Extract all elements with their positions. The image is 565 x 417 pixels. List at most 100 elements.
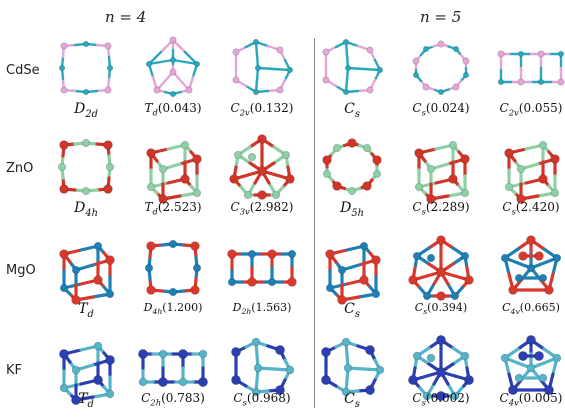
atom: [275, 385, 285, 395]
atom: [414, 182, 424, 192]
atom: [347, 138, 357, 148]
cluster-mgo-3: [227, 249, 297, 287]
atom: [146, 148, 156, 158]
cluster-kf-6: [500, 335, 562, 395]
atom: [526, 335, 536, 345]
atom: [93, 375, 103, 385]
atom: [408, 375, 418, 385]
atom: [169, 56, 177, 64]
atom: [452, 83, 460, 91]
atom: [372, 155, 382, 165]
atom: [146, 182, 156, 192]
cluster-cdse-3: [232, 38, 294, 96]
atom: [518, 251, 528, 261]
cluster-kf-5: [408, 335, 474, 401]
atom: [198, 377, 208, 387]
atom: [231, 375, 241, 385]
bond: [147, 50, 163, 66]
atom: [322, 169, 332, 179]
atom: [271, 190, 281, 200]
atom: [422, 45, 430, 53]
atom: [190, 241, 200, 251]
atom: [343, 363, 353, 373]
atom: [138, 377, 148, 387]
atom: [251, 387, 261, 397]
atom: [504, 148, 514, 158]
atom: [365, 345, 375, 355]
atom: [514, 273, 524, 283]
cluster-zno-4: [322, 138, 382, 196]
atom: [337, 295, 347, 305]
atom: [267, 277, 277, 287]
cluster-kf-1: [59, 341, 115, 405]
atom: [436, 291, 446, 301]
atom: [247, 152, 257, 162]
atom: [193, 60, 201, 68]
atom: [508, 285, 518, 295]
atom: [158, 349, 168, 359]
atom: [178, 349, 188, 359]
atom: [71, 295, 81, 305]
atom: [180, 174, 190, 184]
cluster-cdse-5: [412, 40, 470, 96]
cluster-mgo-4: [325, 241, 381, 305]
header-n4: n = 4: [105, 8, 147, 26]
caption-cdse-1: D2d: [74, 101, 98, 120]
atom: [325, 283, 335, 293]
caption-zno-1: D4h: [74, 200, 98, 219]
atom: [362, 143, 372, 153]
caption-zno-2: Td(2.523): [144, 200, 202, 217]
atom: [169, 36, 177, 44]
atom: [59, 283, 69, 293]
atom: [518, 351, 528, 361]
atom: [514, 373, 524, 383]
atom: [344, 64, 352, 72]
cluster-cdse-1: [58, 40, 114, 96]
caption-zno-3: C3v(2.982): [230, 200, 294, 217]
atom: [347, 186, 357, 196]
atom: [267, 249, 277, 259]
atom: [59, 140, 69, 150]
atom: [538, 140, 548, 150]
cluster-zno-5: [414, 140, 470, 204]
cluster-cdse-6: [497, 50, 565, 86]
atom: [276, 46, 284, 54]
atom: [557, 50, 565, 58]
atom: [341, 387, 351, 397]
atom: [497, 78, 505, 86]
atom: [105, 355, 115, 365]
caption-cdse-5: Cs(0.024): [412, 101, 470, 118]
atom: [422, 291, 432, 301]
cluster-zno-3: [229, 134, 295, 200]
atom: [192, 154, 202, 164]
atom: [287, 249, 297, 259]
atom: [158, 164, 168, 174]
atom: [253, 363, 263, 373]
atom: [550, 188, 560, 198]
atom: [422, 391, 432, 401]
atom: [168, 239, 178, 249]
atom: [325, 249, 335, 259]
atom: [252, 38, 260, 46]
atom: [526, 363, 536, 373]
atom: [436, 267, 446, 277]
atom: [243, 190, 253, 200]
cluster-mgo-1: [59, 241, 115, 305]
atom: [497, 50, 505, 58]
atom: [436, 391, 446, 401]
atom: [93, 241, 103, 251]
atom: [337, 265, 347, 275]
atom: [450, 291, 460, 301]
atom: [247, 249, 257, 259]
atom: [504, 182, 514, 192]
atom: [285, 174, 295, 184]
cluster-cdse-2: [145, 36, 201, 98]
atom: [71, 265, 81, 275]
atom: [366, 46, 374, 54]
atom: [534, 351, 544, 361]
atom: [285, 365, 295, 375]
caption-cdse-4: Cs: [344, 101, 360, 120]
caption-cdse-3: C2v(0.132): [230, 101, 294, 118]
atom: [82, 40, 90, 48]
